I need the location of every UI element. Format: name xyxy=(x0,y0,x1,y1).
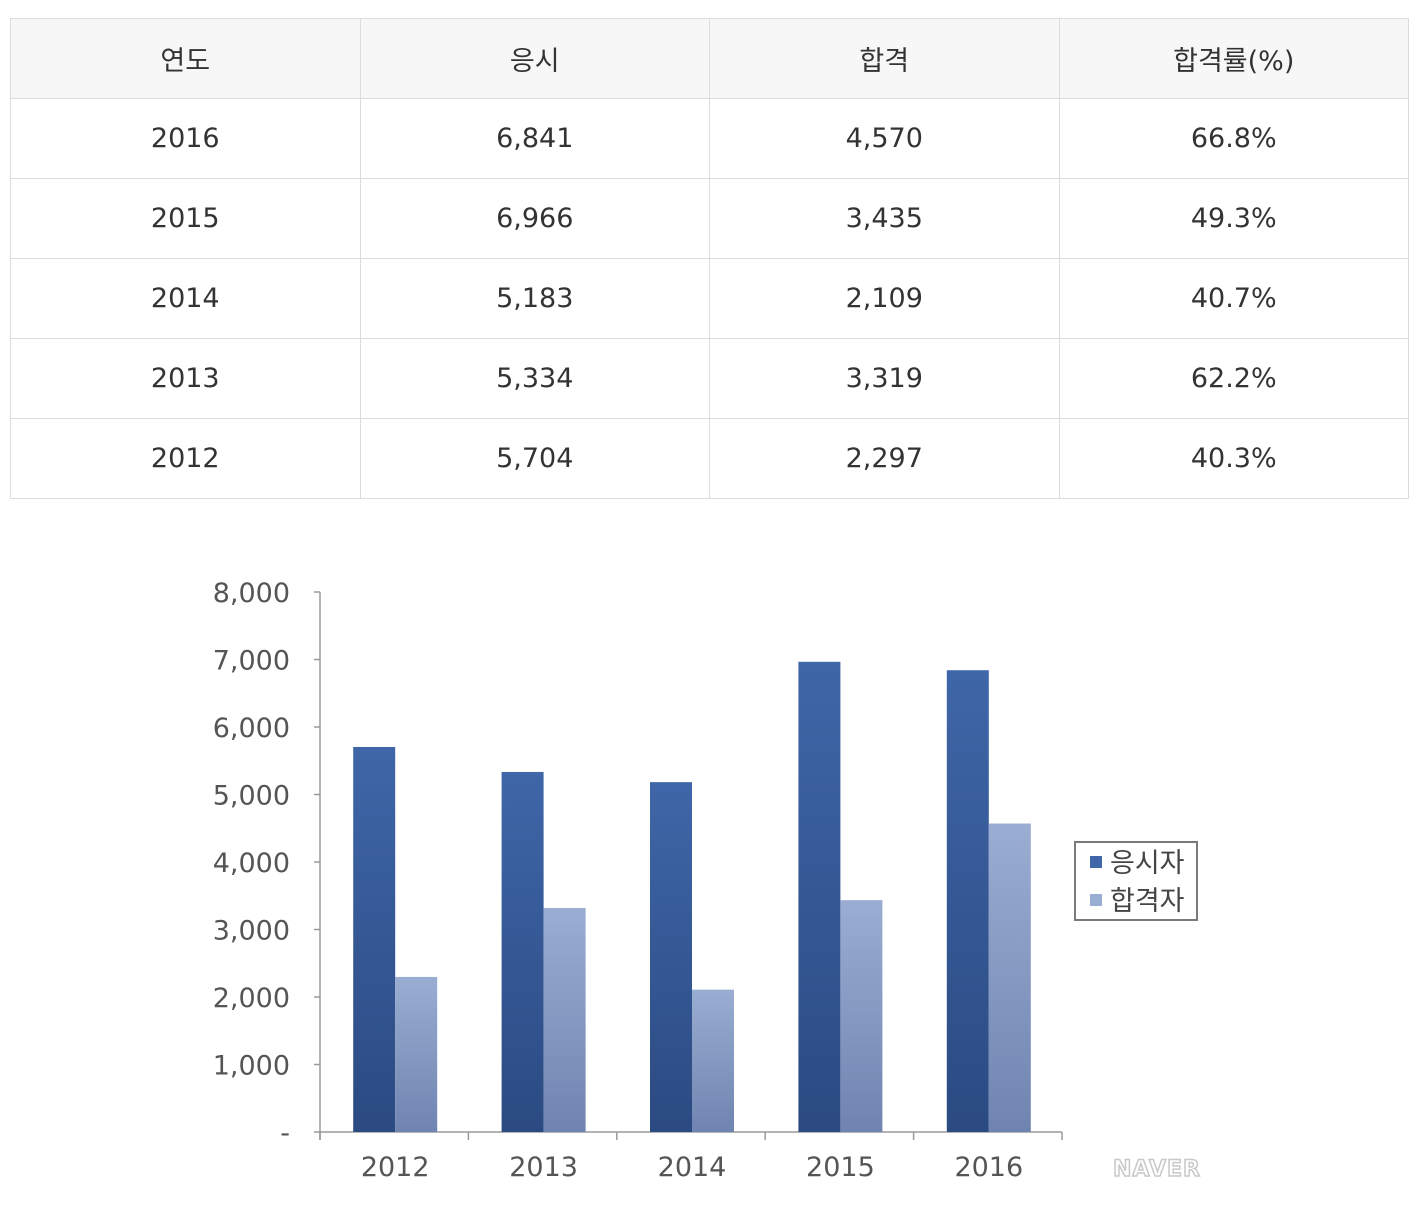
y-tick-label: 8,000 xyxy=(213,578,290,609)
cell-passed: 4,570 xyxy=(709,98,1060,179)
bar-applicants xyxy=(650,782,692,1132)
cell-pass-rate: 49.3% xyxy=(1058,178,1409,259)
bar-passed xyxy=(543,907,586,1132)
header-applicants: 응시 xyxy=(359,18,710,99)
exam-results-table: 연도 응시 합격 합격률(%) 2016 6,841 4,570 66.8% 2… xyxy=(10,18,1409,499)
table-header-row: 연도 응시 합격 합격률(%) xyxy=(10,18,1409,99)
table-row: 2016 6,841 4,570 66.8% xyxy=(10,98,1409,179)
cell-applicants: 5,704 xyxy=(359,418,710,499)
table-row: 2012 5,704 2,297 40.3% xyxy=(10,418,1409,499)
cell-passed: 2,109 xyxy=(709,258,1060,339)
cell-year: 2013 xyxy=(10,338,361,419)
cell-pass-rate: 40.3% xyxy=(1058,418,1409,499)
cell-applicants: 6,841 xyxy=(359,98,710,179)
bar-passed xyxy=(395,976,438,1132)
bar-applicants xyxy=(501,771,544,1132)
y-tick-label: 7,000 xyxy=(213,646,290,677)
cell-year: 2016 xyxy=(10,98,361,179)
y-tick-label: 5,000 xyxy=(213,781,290,812)
y-tick-label: 4,000 xyxy=(213,848,290,879)
y-tick-label: 6,000 xyxy=(213,713,290,744)
legend-label: 응시자 xyxy=(1110,848,1185,879)
legend-swatch xyxy=(1090,894,1102,906)
bar-passed xyxy=(692,989,734,1132)
table-row: 2015 6,966 3,435 49.3% xyxy=(10,178,1409,259)
bars xyxy=(353,661,1031,1132)
header-year: 연도 xyxy=(10,18,361,99)
bar-chart: - 1,000 2,000 3,000 4,000 5,000 6,000 7,000 8,00… xyxy=(213,578,1201,1183)
cell-pass-rate: 40.7% xyxy=(1058,258,1409,339)
y-tick-label: 3,000 xyxy=(213,916,290,947)
bar-applicants xyxy=(946,670,989,1132)
cell-applicants: 5,183 xyxy=(359,258,710,339)
cell-passed: 3,435 xyxy=(709,178,1060,259)
cell-pass-rate: 66.8% xyxy=(1058,98,1409,179)
cell-year: 2015 xyxy=(10,178,361,259)
table-row: 2013 5,334 3,319 62.2% xyxy=(10,338,1409,419)
legend-label: 합격자 xyxy=(1110,886,1185,917)
x-tick-label: 2013 xyxy=(509,1152,578,1183)
bar-passed xyxy=(988,823,1031,1132)
cell-applicants: 5,334 xyxy=(359,338,710,419)
header-passed: 합격 xyxy=(709,18,1060,99)
x-tick-label: 2016 xyxy=(954,1152,1023,1183)
x-axis: 2012 2013 2014 2015 2016 xyxy=(319,1131,1063,1183)
cell-passed: 3,319 xyxy=(709,338,1060,419)
legend-swatch xyxy=(1090,856,1102,868)
cell-year: 2012 xyxy=(10,418,361,499)
y-tick-label: - xyxy=(280,1118,290,1149)
table-row: 2014 5,183 2,109 40.7% xyxy=(10,258,1409,339)
bar-passed xyxy=(840,900,883,1132)
x-tick-label: 2012 xyxy=(361,1152,430,1183)
x-tick-label: 2015 xyxy=(806,1152,875,1183)
naver-watermark: NAVER xyxy=(1113,1157,1201,1182)
cell-passed: 2,297 xyxy=(709,418,1060,499)
bar-applicants xyxy=(353,746,396,1132)
bar-applicants xyxy=(798,661,841,1132)
y-tick-label: 1,000 xyxy=(213,1051,290,1082)
y-tick-label: 2,000 xyxy=(213,983,290,1014)
legend-box xyxy=(1074,841,1198,921)
y-axis: - 1,000 2,000 3,000 4,000 5,000 6,000 7,000 8,00… xyxy=(213,578,321,1149)
x-tick-label: 2014 xyxy=(658,1152,727,1183)
header-pass-rate: 합격률(%) xyxy=(1058,18,1409,99)
cell-applicants: 6,966 xyxy=(359,178,710,259)
cell-pass-rate: 62.2% xyxy=(1058,338,1409,419)
cell-year: 2014 xyxy=(10,258,361,339)
